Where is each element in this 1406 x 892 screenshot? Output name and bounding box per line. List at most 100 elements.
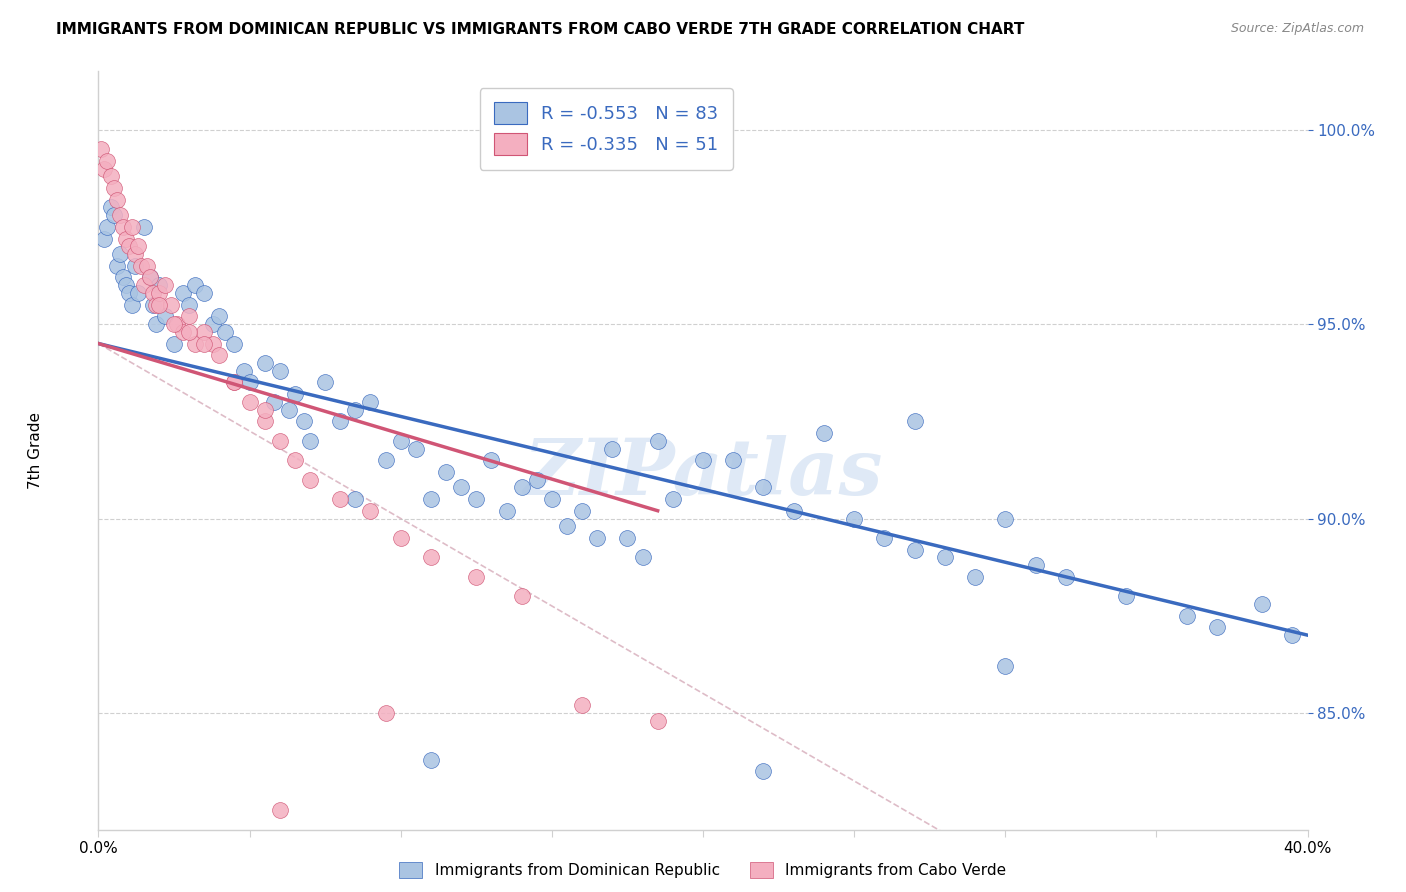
Point <box>193 285 215 300</box>
Point <box>1206 620 1229 634</box>
Point <box>465 570 488 584</box>
Point <box>752 764 775 779</box>
Point <box>93 161 115 176</box>
Point <box>269 434 291 448</box>
Point <box>172 285 194 300</box>
Point <box>661 491 683 506</box>
Point <box>202 317 225 331</box>
Point <box>374 706 396 720</box>
Point <box>132 219 155 234</box>
Point <box>360 395 382 409</box>
Point <box>163 317 186 331</box>
Point <box>93 231 115 245</box>
Point <box>495 504 517 518</box>
Point <box>224 376 246 390</box>
Point <box>148 298 170 312</box>
Point <box>965 570 987 584</box>
Point <box>723 453 745 467</box>
Point <box>184 278 207 293</box>
Point <box>90 142 112 156</box>
Point <box>139 270 162 285</box>
Point <box>329 414 352 428</box>
Point <box>202 336 225 351</box>
Point <box>647 714 669 728</box>
Point <box>124 259 146 273</box>
Point <box>540 491 562 506</box>
Point <box>420 550 443 565</box>
Point <box>184 336 207 351</box>
Point <box>269 803 291 817</box>
Point <box>166 317 188 331</box>
Point <box>263 395 285 409</box>
Point <box>631 550 654 565</box>
Point <box>127 285 149 300</box>
Point <box>100 169 122 184</box>
Point <box>193 325 215 339</box>
Text: Source: ZipAtlas.com: Source: ZipAtlas.com <box>1230 22 1364 36</box>
Point <box>314 376 336 390</box>
Point <box>103 181 125 195</box>
Point <box>111 219 134 234</box>
Point <box>145 298 167 312</box>
Point <box>555 519 578 533</box>
Point <box>481 453 503 467</box>
Point <box>132 278 155 293</box>
Point <box>389 531 412 545</box>
Point <box>142 285 165 300</box>
Point <box>586 531 609 545</box>
Y-axis label: 7th Grade: 7th Grade <box>28 412 42 489</box>
Point <box>208 310 231 324</box>
Point <box>105 193 128 207</box>
Text: IMMIGRANTS FROM DOMINICAN REPUBLIC VS IMMIGRANTS FROM CABO VERDE 7TH GRADE CORRE: IMMIGRANTS FROM DOMINICAN REPUBLIC VS IM… <box>56 22 1025 37</box>
Point <box>420 491 443 506</box>
Point <box>904 414 927 428</box>
Point <box>284 387 307 401</box>
Point <box>121 219 143 234</box>
Point <box>96 219 118 234</box>
Point <box>118 239 141 253</box>
Point <box>160 298 183 312</box>
Point <box>510 589 533 603</box>
Point <box>420 753 443 767</box>
Point <box>813 425 835 440</box>
Point <box>299 473 322 487</box>
Point <box>118 285 141 300</box>
Point <box>405 442 427 456</box>
Point <box>124 247 146 261</box>
Point <box>114 278 136 293</box>
Point <box>602 442 624 456</box>
Point <box>344 402 367 417</box>
Text: ZIPatlas: ZIPatlas <box>523 435 883 511</box>
Point <box>253 414 276 428</box>
Point <box>214 325 236 339</box>
Point <box>571 504 593 518</box>
Point <box>292 414 315 428</box>
Point <box>100 201 122 215</box>
Point <box>253 356 276 370</box>
Point <box>783 504 806 518</box>
Point <box>692 453 714 467</box>
Point <box>108 247 131 261</box>
Point <box>510 480 533 494</box>
Point <box>277 402 299 417</box>
Point <box>253 402 276 417</box>
Point <box>299 434 322 448</box>
Point <box>239 395 262 409</box>
Point <box>1115 589 1137 603</box>
Point <box>994 659 1017 673</box>
Point <box>360 504 382 518</box>
Point <box>142 298 165 312</box>
Point <box>994 511 1017 525</box>
Point <box>934 550 956 565</box>
Point <box>344 491 367 506</box>
Point <box>179 310 201 324</box>
Point <box>105 259 128 273</box>
Point <box>647 434 669 448</box>
Point <box>526 473 548 487</box>
Point <box>1281 628 1303 642</box>
Point <box>172 325 194 339</box>
Point <box>1024 558 1046 573</box>
Legend: R = -0.553   N = 83, R = -0.335   N = 51: R = -0.553 N = 83, R = -0.335 N = 51 <box>479 88 733 170</box>
Point <box>145 317 167 331</box>
Point <box>232 364 254 378</box>
